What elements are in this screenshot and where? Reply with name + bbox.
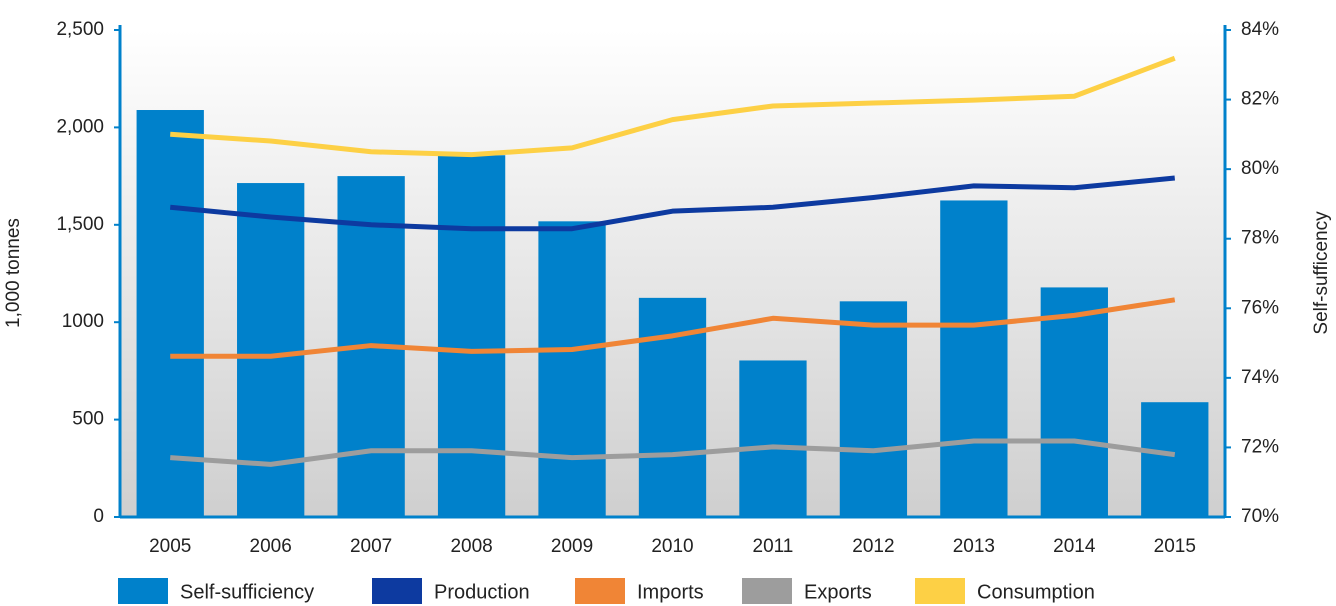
legend-swatch <box>372 578 422 604</box>
y-tick-label: 2,000 <box>56 116 104 137</box>
x-tick-label: 2012 <box>852 536 894 557</box>
x-tick-label: 2008 <box>450 536 492 557</box>
y2-tick-label: 70% <box>1241 506 1279 527</box>
bar <box>739 360 807 517</box>
legend-swatch <box>575 578 625 604</box>
x-tick-label: 2015 <box>1154 536 1196 557</box>
x-tick-label: 2010 <box>651 536 693 557</box>
y2-tick-label: 72% <box>1241 436 1279 457</box>
y2-tick-label: 82% <box>1241 89 1279 110</box>
line <box>170 438 1176 467</box>
x-tick-label: 2011 <box>753 536 794 557</box>
bar <box>839 301 908 517</box>
y2-tick-label: 76% <box>1241 297 1279 318</box>
legend-label: Exports <box>804 581 872 603</box>
bar <box>237 183 305 518</box>
bar <box>940 200 1008 517</box>
bar <box>1040 287 1108 517</box>
x-tick-label: 2013 <box>953 536 995 557</box>
legend-label: Self-sufficiency <box>180 581 314 603</box>
y-tick-label: 500 <box>72 409 104 430</box>
y-tick-label: 1,500 <box>56 214 104 235</box>
x-tick-label: 2009 <box>551 536 593 557</box>
legend-swatch <box>915 578 965 604</box>
x-tick-label: 2006 <box>250 536 292 557</box>
y2-tick-label: 78% <box>1241 228 1279 249</box>
legend-label: Production <box>434 581 530 603</box>
bar <box>1141 402 1209 517</box>
x-tick-label: 2005 <box>149 536 191 557</box>
y2-tick-label: 84% <box>1241 19 1279 40</box>
line <box>170 297 1176 359</box>
y-tick-label: 1000 <box>62 311 104 332</box>
y-tick-label: 2,500 <box>56 19 104 40</box>
bar <box>136 110 204 517</box>
x-tick-label: 2014 <box>1053 536 1096 557</box>
y2-tick-label: 80% <box>1241 158 1279 179</box>
legend-swatch <box>742 578 792 604</box>
legend-label: Imports <box>637 581 704 603</box>
y2-axis-label: Self-sufficency <box>1311 211 1332 335</box>
legend-swatch <box>118 578 168 604</box>
y2-tick-label: 74% <box>1241 367 1279 388</box>
legend-label: Consumption <box>977 581 1095 603</box>
y-tick-label: 0 <box>93 506 104 527</box>
line <box>170 55 1176 158</box>
y-axis-label: 1,000 tonnes <box>3 218 24 328</box>
bar <box>437 155 506 517</box>
line <box>169 175 1176 232</box>
x-tick-label: 2007 <box>350 536 392 557</box>
bar <box>538 221 606 518</box>
